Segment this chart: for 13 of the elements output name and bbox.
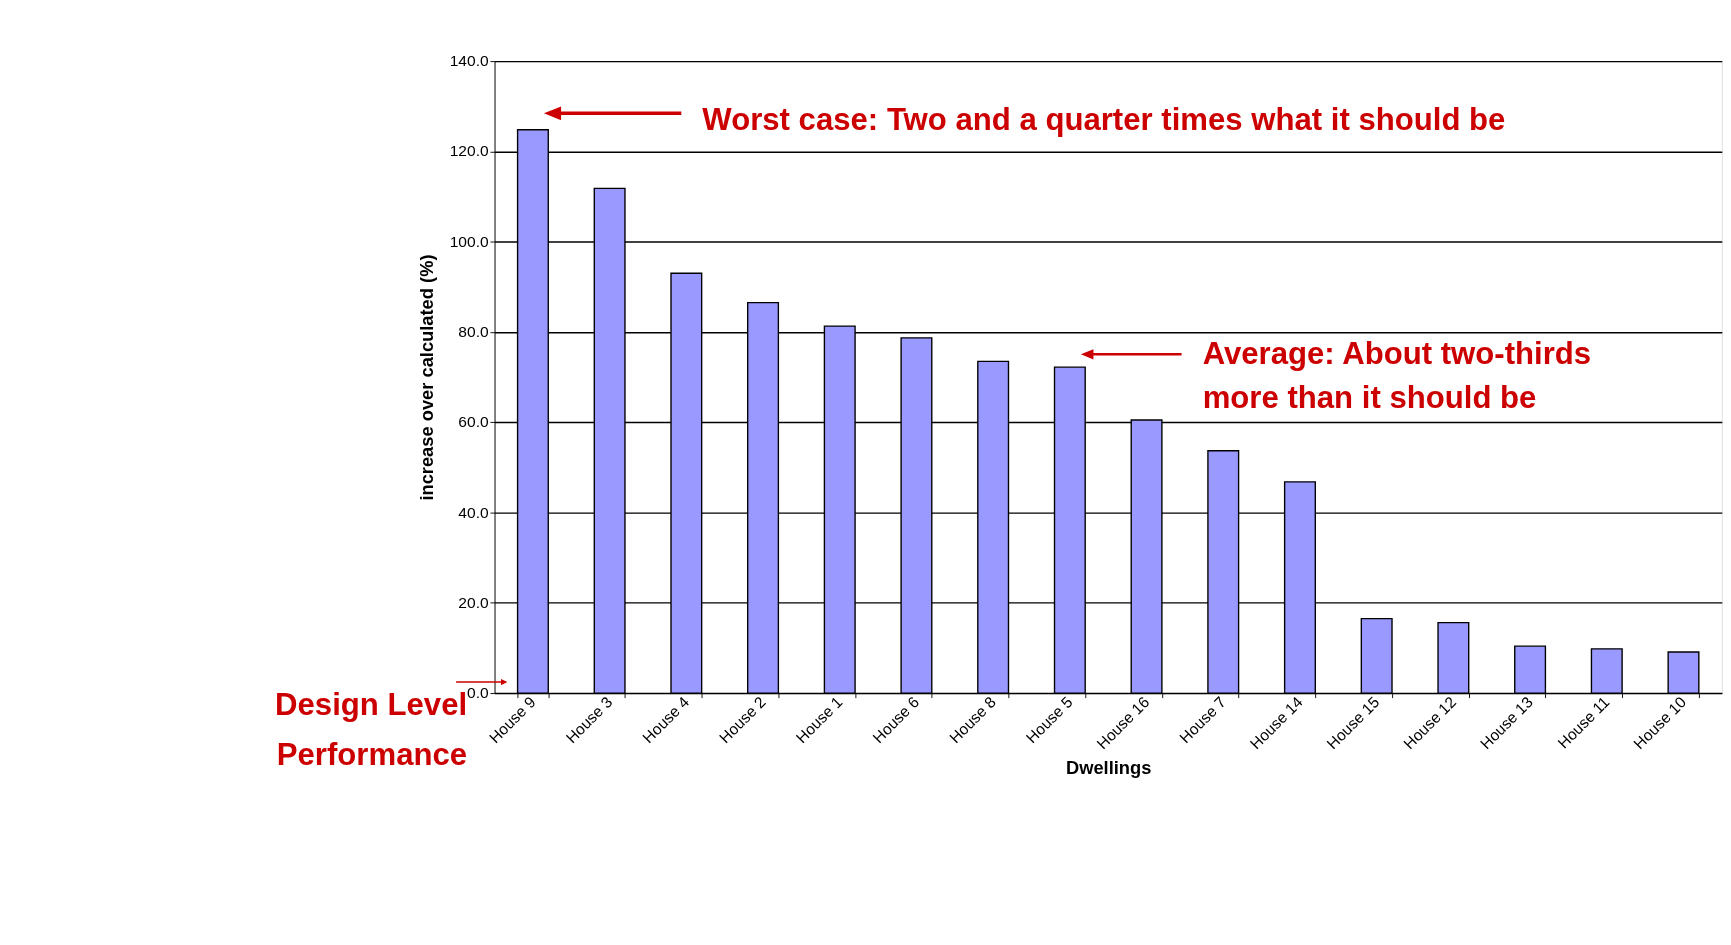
y-tick-label: 120.0 (449, 142, 489, 160)
y-tick-label: 100.0 (449, 232, 489, 250)
text: Design Level Performance (275, 687, 468, 772)
y-tick-label: 60.0 (458, 413, 489, 431)
y-tick-label: 0.0 (466, 684, 489, 702)
x-axis-title: Dwellings (1065, 757, 1152, 779)
y-tick-label: 40.0 (458, 503, 489, 521)
y-tick-label: 20.0 (458, 593, 489, 611)
y-tick-label: 80.0 (458, 323, 489, 341)
annotation: Worst case: Two and a quarter times what it should be (702, 101, 1506, 137)
annotation: Average: About two-thirds more than it should be (1202, 336, 1592, 416)
y-axis-title: increase over calculated (%) (416, 254, 438, 501)
y-tick-label: 140.0 (449, 52, 489, 70)
